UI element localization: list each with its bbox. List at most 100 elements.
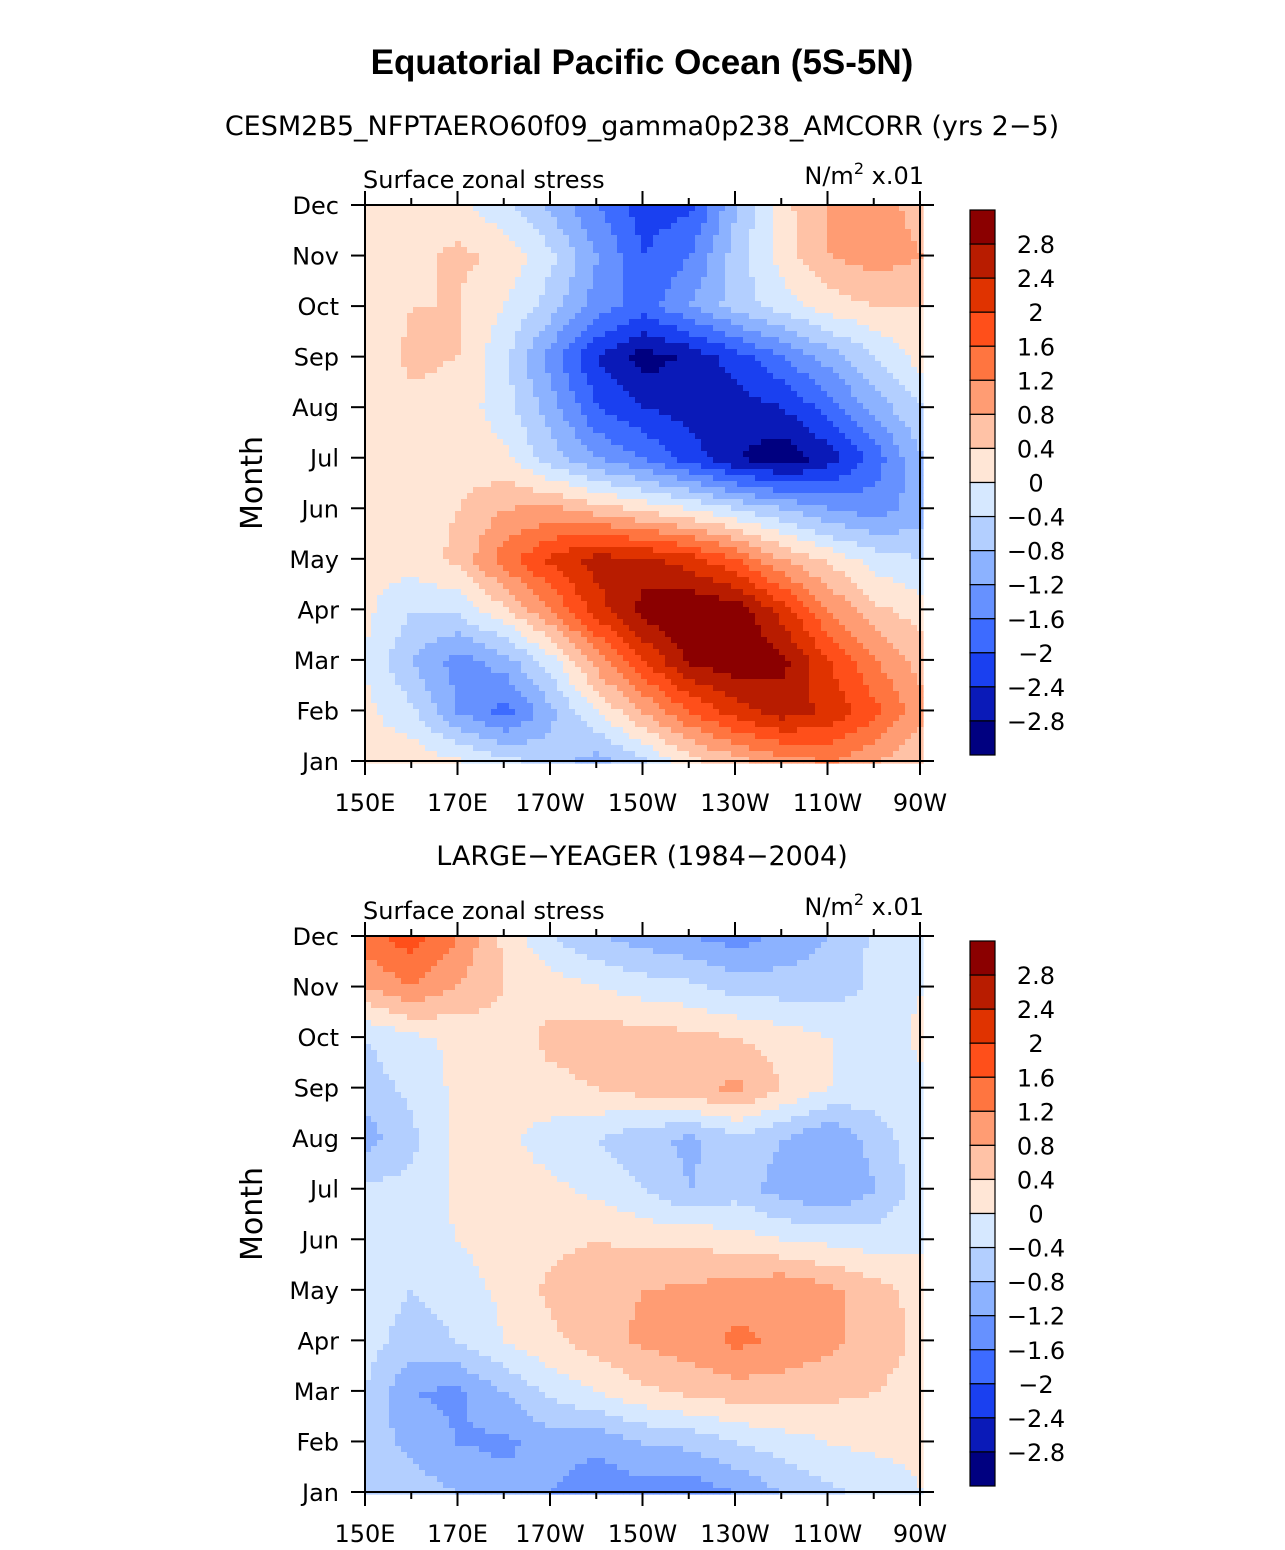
field-cell xyxy=(635,271,642,278)
field-cell xyxy=(617,253,624,260)
field-cell xyxy=(557,331,564,338)
field-cell xyxy=(521,301,528,308)
field-cell xyxy=(755,253,762,260)
field-cell xyxy=(575,457,582,464)
field-cell xyxy=(665,265,672,272)
field-cell xyxy=(677,499,684,506)
field-cell xyxy=(797,301,804,308)
field-cell xyxy=(461,445,468,452)
field-cell xyxy=(797,277,804,284)
field-cell xyxy=(593,289,600,296)
field-cell xyxy=(815,403,822,410)
field-cell xyxy=(827,373,834,380)
field-cell xyxy=(785,313,792,320)
field-cell xyxy=(905,361,912,368)
field-cell xyxy=(473,403,480,410)
field-cell xyxy=(419,505,426,512)
field-cell xyxy=(365,439,372,446)
field-cell xyxy=(731,415,738,422)
field-cell xyxy=(893,391,900,398)
field-cell xyxy=(899,499,906,506)
field-cell xyxy=(461,211,468,218)
field-cell xyxy=(413,235,420,242)
field-cell xyxy=(449,247,456,254)
field-cell xyxy=(785,415,792,422)
field-cell xyxy=(725,265,732,272)
field-cell xyxy=(911,235,918,242)
field-cell xyxy=(641,445,648,452)
field-cell xyxy=(539,301,546,308)
field-cell xyxy=(365,235,372,242)
field-cell xyxy=(617,319,624,326)
field-cell xyxy=(881,487,888,494)
field-cell xyxy=(443,217,450,224)
field-cell xyxy=(707,463,714,470)
field-cell xyxy=(599,301,606,308)
field-cell xyxy=(527,475,534,482)
field-cell xyxy=(701,307,708,314)
field-cell xyxy=(773,355,780,362)
field-cell xyxy=(515,337,522,344)
field-cell xyxy=(437,445,444,452)
field-cell xyxy=(443,379,450,386)
field-cell xyxy=(581,223,588,230)
field-cell xyxy=(443,427,450,434)
field-cell xyxy=(761,505,768,512)
field-cell xyxy=(437,439,444,446)
field-cell xyxy=(407,391,414,398)
field-cell xyxy=(785,211,792,218)
field-cell xyxy=(671,469,678,476)
field-cell xyxy=(701,223,708,230)
field-cell xyxy=(905,481,912,488)
field-cell xyxy=(641,343,648,350)
field-cell xyxy=(683,469,690,476)
field-cell xyxy=(473,313,480,320)
field-cell xyxy=(611,421,618,428)
field-cell xyxy=(683,475,690,482)
field-cell xyxy=(683,391,690,398)
field-cell xyxy=(677,409,684,416)
field-cell xyxy=(701,217,708,224)
field-cell xyxy=(371,469,378,476)
field-cell xyxy=(725,385,732,392)
field-cell xyxy=(443,493,450,500)
field-cell xyxy=(899,487,906,494)
field-cell xyxy=(581,379,588,386)
field-cell xyxy=(863,337,870,344)
field-cell xyxy=(641,487,648,494)
field-cell xyxy=(605,475,612,482)
field-cell xyxy=(539,493,546,500)
field-cell xyxy=(377,505,384,512)
field-cell xyxy=(635,283,642,290)
field-cell xyxy=(851,229,858,236)
field-cell xyxy=(863,439,870,446)
field-cell xyxy=(365,217,372,224)
field-cell xyxy=(749,433,756,440)
field-cell xyxy=(365,385,372,392)
field-cell xyxy=(821,355,828,362)
field-cell xyxy=(809,235,816,242)
field-cell xyxy=(419,427,426,434)
field-cell xyxy=(551,247,558,254)
field-cell xyxy=(533,505,540,512)
field-cell xyxy=(797,355,804,362)
field-cell xyxy=(653,445,660,452)
field-cell xyxy=(479,511,486,518)
field-cell xyxy=(581,343,588,350)
field-cell xyxy=(785,451,792,458)
field-cell xyxy=(521,457,528,464)
field-cell xyxy=(713,223,720,230)
field-cell xyxy=(671,349,678,356)
field-cell xyxy=(845,391,852,398)
field-cell xyxy=(713,283,720,290)
field-cell xyxy=(911,247,918,254)
field-cell xyxy=(863,205,870,212)
field-cell xyxy=(851,337,858,344)
field-cell xyxy=(563,475,570,482)
field-cell xyxy=(365,457,372,464)
field-cell xyxy=(473,301,480,308)
field-cell xyxy=(899,481,906,488)
field-cell xyxy=(845,331,852,338)
field-cell xyxy=(629,337,636,344)
field-cell xyxy=(665,475,672,482)
